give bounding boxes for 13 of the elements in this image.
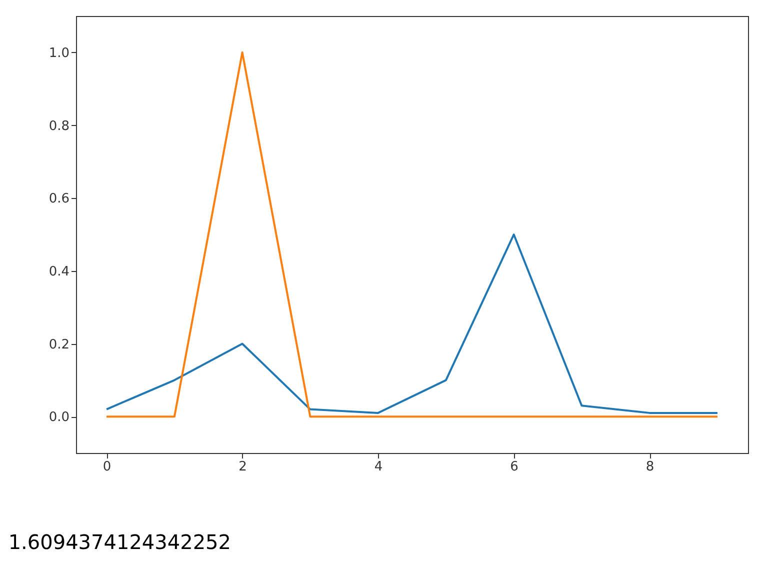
text: 1.6094374124342252 <box>8 530 232 554</box>
x-tick-label: 6 <box>510 460 518 474</box>
x-tick-label: 0 <box>102 460 112 474</box>
y-tick-label: 0.4 <box>48 264 70 280</box>
y-tick-label: 1.0 <box>48 46 70 61</box>
x-tick-label: 2 <box>238 460 247 474</box>
x-tick-label: 4 <box>374 460 383 474</box>
y-tick-label: 0.2 <box>48 337 70 352</box>
x-tick-label: 8 <box>646 460 654 474</box>
y-tick-label: 0.0 <box>48 410 70 426</box>
y-tick-label: 0.6 <box>48 192 70 207</box>
line-series <box>106 234 718 414</box>
y-tick-label: 0.8 <box>48 118 70 134</box>
